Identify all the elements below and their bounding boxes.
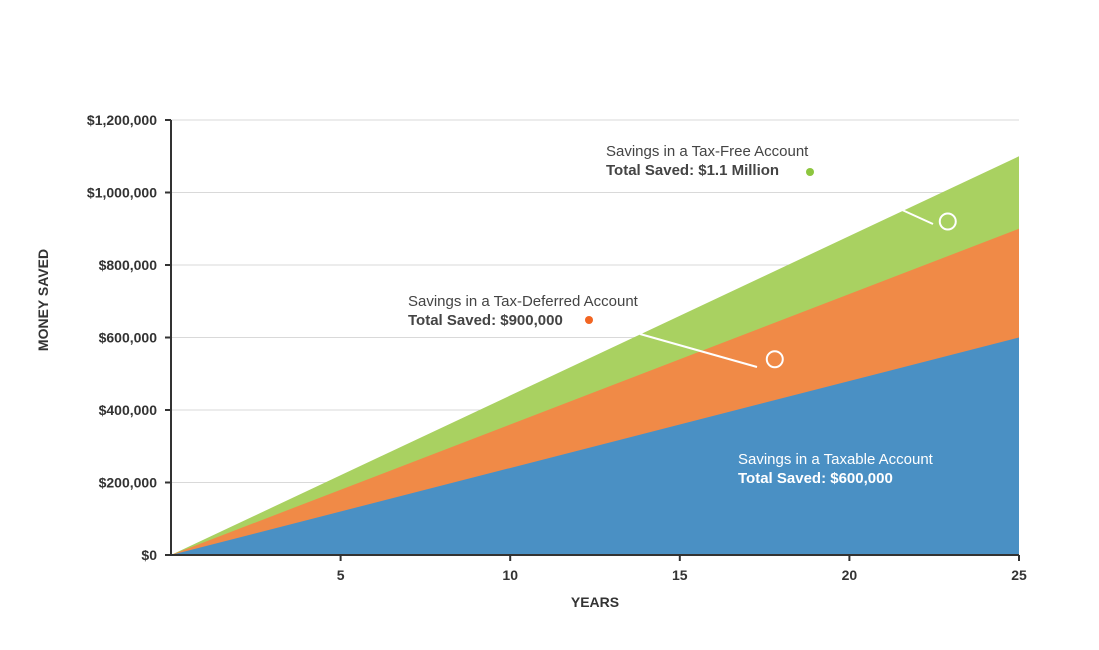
- annotation-tax-free-title: Savings in a Tax-Free Account: [606, 143, 809, 160]
- y-tick-labels: $0 $200,000 $400,000 $600,000 $800,000 $1,000…: [87, 112, 157, 563]
- x-tick-label: 10: [502, 567, 518, 583]
- tax-free-dot-icon: [806, 168, 814, 176]
- area-taxable: [171, 337, 1019, 555]
- tax-free-leader-line: [899, 208, 934, 225]
- tax-deferred-marker: [765, 350, 784, 369]
- x-tick-label: 15: [672, 567, 688, 583]
- y-tick-label: $1,000,000: [87, 185, 157, 201]
- x-tick-label: 20: [842, 567, 858, 583]
- y-axis-title: MONEY SAVED: [35, 249, 51, 351]
- axes: [165, 119, 1020, 561]
- x-tick-labels: 5 10 15 20 25: [337, 567, 1027, 583]
- x-axis-title: YEARS: [571, 594, 619, 610]
- y-tick-label: $200,000: [99, 475, 158, 491]
- series-areas: [171, 156, 1019, 555]
- y-tick-label: $1,200,000: [87, 112, 157, 128]
- annotation-taxable-title: Savings in a Taxable Account: [738, 451, 934, 468]
- tax-free-marker: [938, 212, 957, 231]
- annotation-taxable-total: Total Saved: $600,000: [738, 470, 893, 487]
- annotation-taxable: Savings in a Taxable Account Total Saved…: [738, 451, 934, 487]
- y-tick-label: $600,000: [99, 330, 158, 346]
- tax-deferred-leader-line: [639, 333, 758, 368]
- y-tick-label: $0: [141, 547, 157, 563]
- x-tick-label: 25: [1011, 567, 1027, 583]
- y-tick-label: $400,000: [99, 402, 158, 418]
- annotation-tax-free-total: Total Saved: $1.1 Million: [606, 162, 779, 179]
- annotation-tax-deferred-title: Savings in a Tax-Deferred Account: [408, 293, 639, 310]
- x-tick-label: 5: [337, 567, 345, 583]
- annotation-tax-deferred-total: Total Saved: $900,000: [408, 312, 563, 329]
- y-tick-label: $800,000: [99, 257, 158, 273]
- tax-deferred-dot-icon: [585, 316, 593, 324]
- annotation-tax-free: Savings in a Tax-Free Account Total Save…: [606, 143, 957, 231]
- annotation-tax-deferred: Savings in a Tax-Deferred Account Total …: [408, 293, 784, 369]
